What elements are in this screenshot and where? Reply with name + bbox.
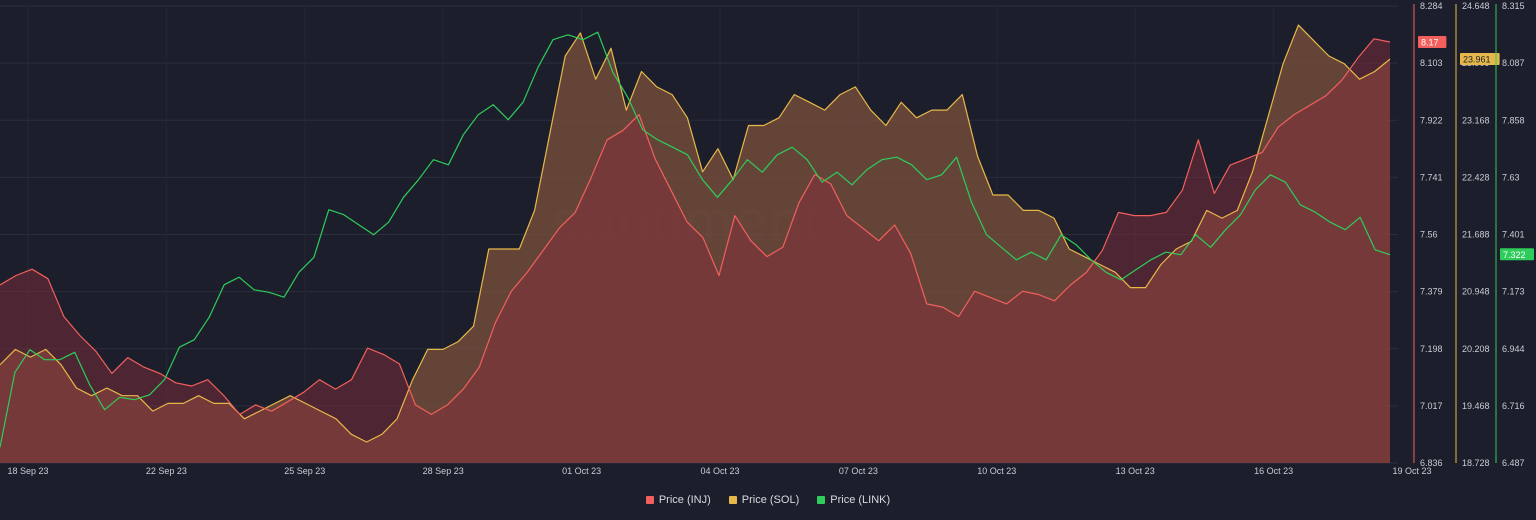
y-tick-label: 7.379 [1420, 287, 1443, 297]
legend-label-sol: Price (SOL) [741, 494, 800, 506]
x-tick-label: 18 Sep 23 [7, 466, 48, 476]
current-value-label: 8.17 [1421, 37, 1439, 47]
y-tick-label: 21.688 [1462, 230, 1490, 240]
y-tick-label: 8.284 [1420, 1, 1443, 11]
line-pricelink [0, 31, 1391, 448]
legend-swatch-inj [645, 496, 654, 504]
x-tick-label: 28 Sep 23 [423, 466, 464, 476]
y-tick-label: 7.858 [1502, 115, 1525, 125]
legend-item-inj[interactable]: Price (INJ) [645, 494, 711, 506]
legend-swatch-link [817, 496, 826, 504]
y-tick-label: 6.944 [1502, 344, 1525, 354]
y-tick-label: 7.56 [1420, 230, 1438, 240]
current-value-badge [1460, 53, 1500, 66]
y-tick-label: 24.648 [1462, 1, 1490, 11]
legend-item-sol[interactable]: Price (SOL) [728, 494, 800, 506]
current-value-badge [1500, 248, 1534, 261]
legend-label-link: Price (LINK) [830, 494, 891, 506]
y-tick-label: 8.087 [1502, 58, 1525, 68]
y-tick-label: 7.741 [1420, 172, 1443, 182]
y-tick-label: 7.63 [1502, 172, 1520, 182]
y-tick-label: 20.208 [1462, 344, 1490, 354]
series-lines [0, 24, 1391, 448]
x-tick-label: 16 Oct 23 [1254, 466, 1293, 476]
legend: Price (INJ) Price (SOL) Price (LINK) [0, 490, 1536, 510]
series-areas [0, 25, 1390, 464]
current-value-label: 7.322 [1503, 250, 1526, 260]
current-value-label: 23.961 [1463, 55, 1491, 65]
y-tick-label: 7.922 [1420, 115, 1443, 125]
x-tick-label: 07 Oct 23 [839, 466, 878, 476]
y-tick-label: 20.948 [1462, 287, 1490, 297]
y-tick-label: 22.428 [1462, 172, 1490, 182]
current-value-badge [1418, 35, 1447, 48]
x-tick-label: 25 Sep 23 [284, 466, 325, 476]
x-tick-label: 01 Oct 23 [562, 466, 601, 476]
y-tick-label: 7.198 [1420, 344, 1443, 354]
line-pricesol [0, 24, 1391, 443]
y-tick-label: 6.487 [1502, 458, 1525, 468]
y-tick-label: 7.401 [1502, 230, 1525, 240]
x-tick-label: 13 Oct 23 [1116, 466, 1155, 476]
x-tick-label: 22 Sep 23 [146, 466, 187, 476]
legend-label-inj: Price (INJ) [658, 494, 711, 506]
legend-item-link[interactable]: Price (LINK) [817, 494, 890, 506]
y-tick-label: 23.168 [1462, 115, 1490, 125]
x-tick-label: 04 Oct 23 [700, 466, 739, 476]
line-priceinj [0, 38, 1391, 415]
y-tick-label: 18.728 [1462, 458, 1490, 468]
x-tick-label: 10 Oct 23 [977, 466, 1016, 476]
legend-swatch-sol [728, 496, 737, 504]
y-tick-label: 7.173 [1502, 287, 1525, 297]
y-tick-label: 19.468 [1462, 401, 1490, 411]
y-tick-label: 6.716 [1502, 401, 1525, 411]
y-tick-label: 8.315 [1502, 1, 1525, 11]
x-tick-label: 19 Oct 23 [1392, 466, 1431, 476]
y-tick-label: 7.017 [1420, 401, 1443, 411]
y-tick-label: 8.103 [1420, 58, 1443, 68]
area-priceinj [0, 38, 1390, 464]
area-pricesol [0, 25, 1390, 463]
y-tick-label: 6.836 [1420, 458, 1443, 468]
axes: 18 Sep 23 22 Sep 23 25 Sep 23 28 Sep 23 01 O… [7, 1, 1534, 476]
